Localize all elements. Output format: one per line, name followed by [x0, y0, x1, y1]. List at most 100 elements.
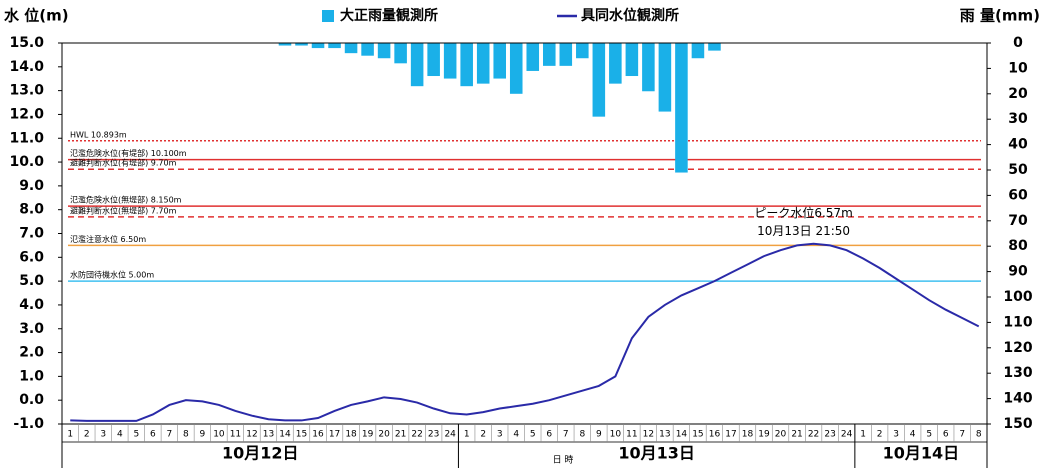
y2-tick-label: 60: [1008, 187, 1028, 203]
y-axis-label: 水 位(m): [4, 7, 69, 25]
bar: [625, 43, 639, 77]
x-tick-label: 19: [362, 430, 374, 440]
x-tick-label: 17: [329, 430, 340, 440]
bar: [509, 43, 523, 94]
x-tick-label: 2: [480, 430, 486, 440]
y2-tick-label: 150: [1003, 416, 1032, 432]
x-tick-label: 16: [709, 430, 721, 440]
y2-tick-label: 50: [1008, 162, 1028, 178]
bar: [443, 43, 457, 79]
y-tick-label: 5.0: [19, 273, 44, 289]
x-tick-label: 15: [692, 430, 703, 440]
y-tick-label: 6.0: [19, 249, 44, 265]
y-tick-label: 2.0: [19, 345, 44, 361]
bar: [344, 43, 358, 54]
bar: [642, 43, 655, 92]
x-tick-label: 8: [183, 430, 189, 440]
legend-label: 具同水位観測所: [580, 7, 679, 24]
x-tick-label: 14: [279, 430, 291, 440]
legend-label: 大正雨量観測所: [340, 7, 438, 24]
x-tick-label: 7: [959, 430, 965, 440]
day-label: 10月12日: [222, 444, 299, 463]
x-tick-label: 12: [643, 430, 654, 440]
y2-tick-label: 40: [1008, 137, 1028, 153]
bar: [311, 43, 325, 49]
bar: [609, 43, 622, 84]
y-tick-label: -1.0: [13, 416, 44, 432]
x-tick-label: 4: [117, 430, 123, 440]
x-tick-label: 7: [563, 430, 569, 440]
x-tick-label: 12: [246, 430, 257, 440]
y-tick-label: 10.0: [9, 154, 44, 170]
y2-tick-label: 80: [1008, 238, 1028, 254]
y2-tick-label: 130: [1003, 365, 1032, 381]
bar: [658, 43, 672, 112]
bar: [410, 43, 424, 87]
x-tick-label: 15: [296, 430, 307, 440]
x-tick-label: 5: [926, 430, 932, 440]
x-tick-label: 2: [877, 430, 883, 440]
bar: [361, 43, 374, 56]
y2-tick-label: 120: [1003, 340, 1032, 356]
bar: [708, 43, 721, 51]
y-tick-label: 11.0: [9, 130, 44, 146]
bar: [377, 43, 391, 59]
y-tick-label: 15.0: [9, 35, 44, 51]
y-tick-label: 1.0: [19, 368, 44, 384]
x-tick-label: 8: [976, 430, 982, 440]
x-tick-label: 18: [345, 430, 357, 440]
x-tick-label: 23: [428, 430, 439, 440]
x-tick-label: 2: [84, 430, 90, 440]
x-tick-label: 7: [166, 430, 172, 440]
y-tick-label: 9.0: [19, 178, 44, 194]
bar: [559, 43, 573, 66]
bar: [526, 43, 540, 71]
x-tick-label: 18: [742, 430, 754, 440]
y-tick-label: 7.0: [19, 226, 44, 242]
y-tick-label: 14.0: [9, 59, 44, 75]
x-tick-label: 1: [464, 430, 470, 440]
x-tick-label: 8: [579, 430, 585, 440]
bar: [691, 43, 705, 59]
x-tick-label: 17: [725, 430, 736, 440]
annotation-time: 10月13日 21:50: [757, 224, 850, 238]
x-tick-label: 6: [943, 430, 949, 440]
y-tick-label: 0.0: [19, 392, 44, 408]
y2-tick-label: 140: [1003, 391, 1032, 407]
bar: [576, 43, 589, 59]
x-tick-label: 6: [150, 430, 156, 440]
x-tick-label: 6: [546, 430, 552, 440]
y2-tick-label: 10: [1008, 60, 1028, 76]
y2-tick-label: 100: [1003, 289, 1032, 305]
bar: [460, 43, 473, 87]
x-tick-label: 22: [808, 430, 819, 440]
x-tick-label: 5: [530, 430, 536, 440]
x-tick-label: 3: [100, 430, 106, 440]
x-tick-label: 4: [513, 430, 519, 440]
y-tick-label: 3.0: [19, 321, 44, 337]
x-axis-label: 日 時: [553, 455, 574, 466]
reference-label: 避難判断水位(有堤部) 9.70m: [70, 158, 177, 168]
reference-label: 氾濫危険水位(無堤部) 8.150m: [70, 195, 182, 205]
x-tick-label: 20: [775, 430, 787, 440]
y-tick-label: 4.0: [19, 297, 44, 313]
bar: [592, 43, 606, 117]
reference-label: 避難判断水位(無堤部) 7.70m: [70, 205, 177, 215]
x-tick-label: 14: [676, 430, 688, 440]
line: [70, 242, 980, 422]
x-tick-label: 21: [791, 430, 802, 440]
bar: [427, 43, 440, 77]
annotation-title: ピーク水位6.57m: [754, 205, 852, 220]
bar: [394, 43, 407, 64]
x-tick-label: 10: [213, 430, 225, 440]
day-label: 10月14日: [883, 444, 960, 463]
y-tick-label: 13.0: [9, 83, 44, 99]
x-tick-label: 23: [824, 430, 835, 440]
x-tick-label: 13: [659, 430, 670, 440]
x-tick-label: 10: [610, 430, 622, 440]
legend-swatch: [322, 10, 334, 22]
x-tick-label: 9: [596, 430, 602, 440]
x-tick-label: 3: [893, 430, 899, 440]
x-tick-label: 22: [411, 430, 422, 440]
